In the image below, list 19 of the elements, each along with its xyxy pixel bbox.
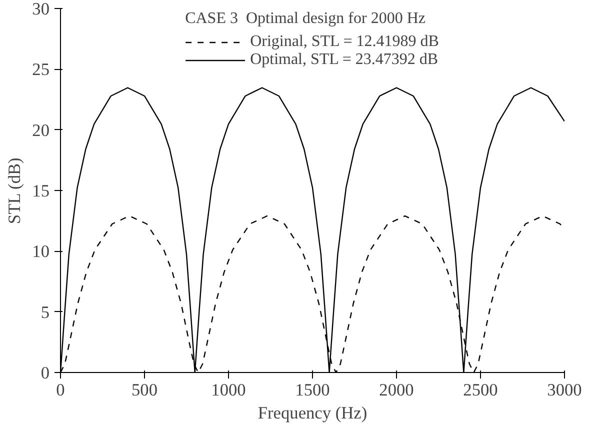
x-axis-title: Frequency (Hz) (258, 404, 368, 422)
y-axis-title: STL (dB) (5, 157, 24, 224)
x-tick-label: 1000 (211, 380, 246, 400)
x-tick-label: 0 (56, 380, 65, 400)
legend-title: CASE 3 Optimal design for 2000 Hz (185, 10, 426, 28)
legend-label: Optimal, STL = 23.47392 dB (250, 51, 438, 69)
x-tick-label: 500 (132, 380, 158, 400)
x-tick-label: 1500 (295, 380, 330, 400)
x-tick-label: 3000 (547, 380, 582, 400)
y-tick-label: 5 (40, 302, 50, 322)
y-tick-label: 30 (32, 0, 50, 18)
y-tick-label: 10 (32, 242, 50, 262)
x-tick-label: 2000 (379, 380, 414, 400)
y-tick-label: 0 (40, 364, 50, 382)
y-tick-label: 25 (32, 60, 50, 80)
legend-label: Original, STL = 12.41989 dB (250, 33, 439, 51)
y-tick-label: 20 (32, 120, 50, 140)
x-tick-label: 2500 (463, 380, 498, 400)
y-tick-label: 15 (32, 182, 50, 200)
